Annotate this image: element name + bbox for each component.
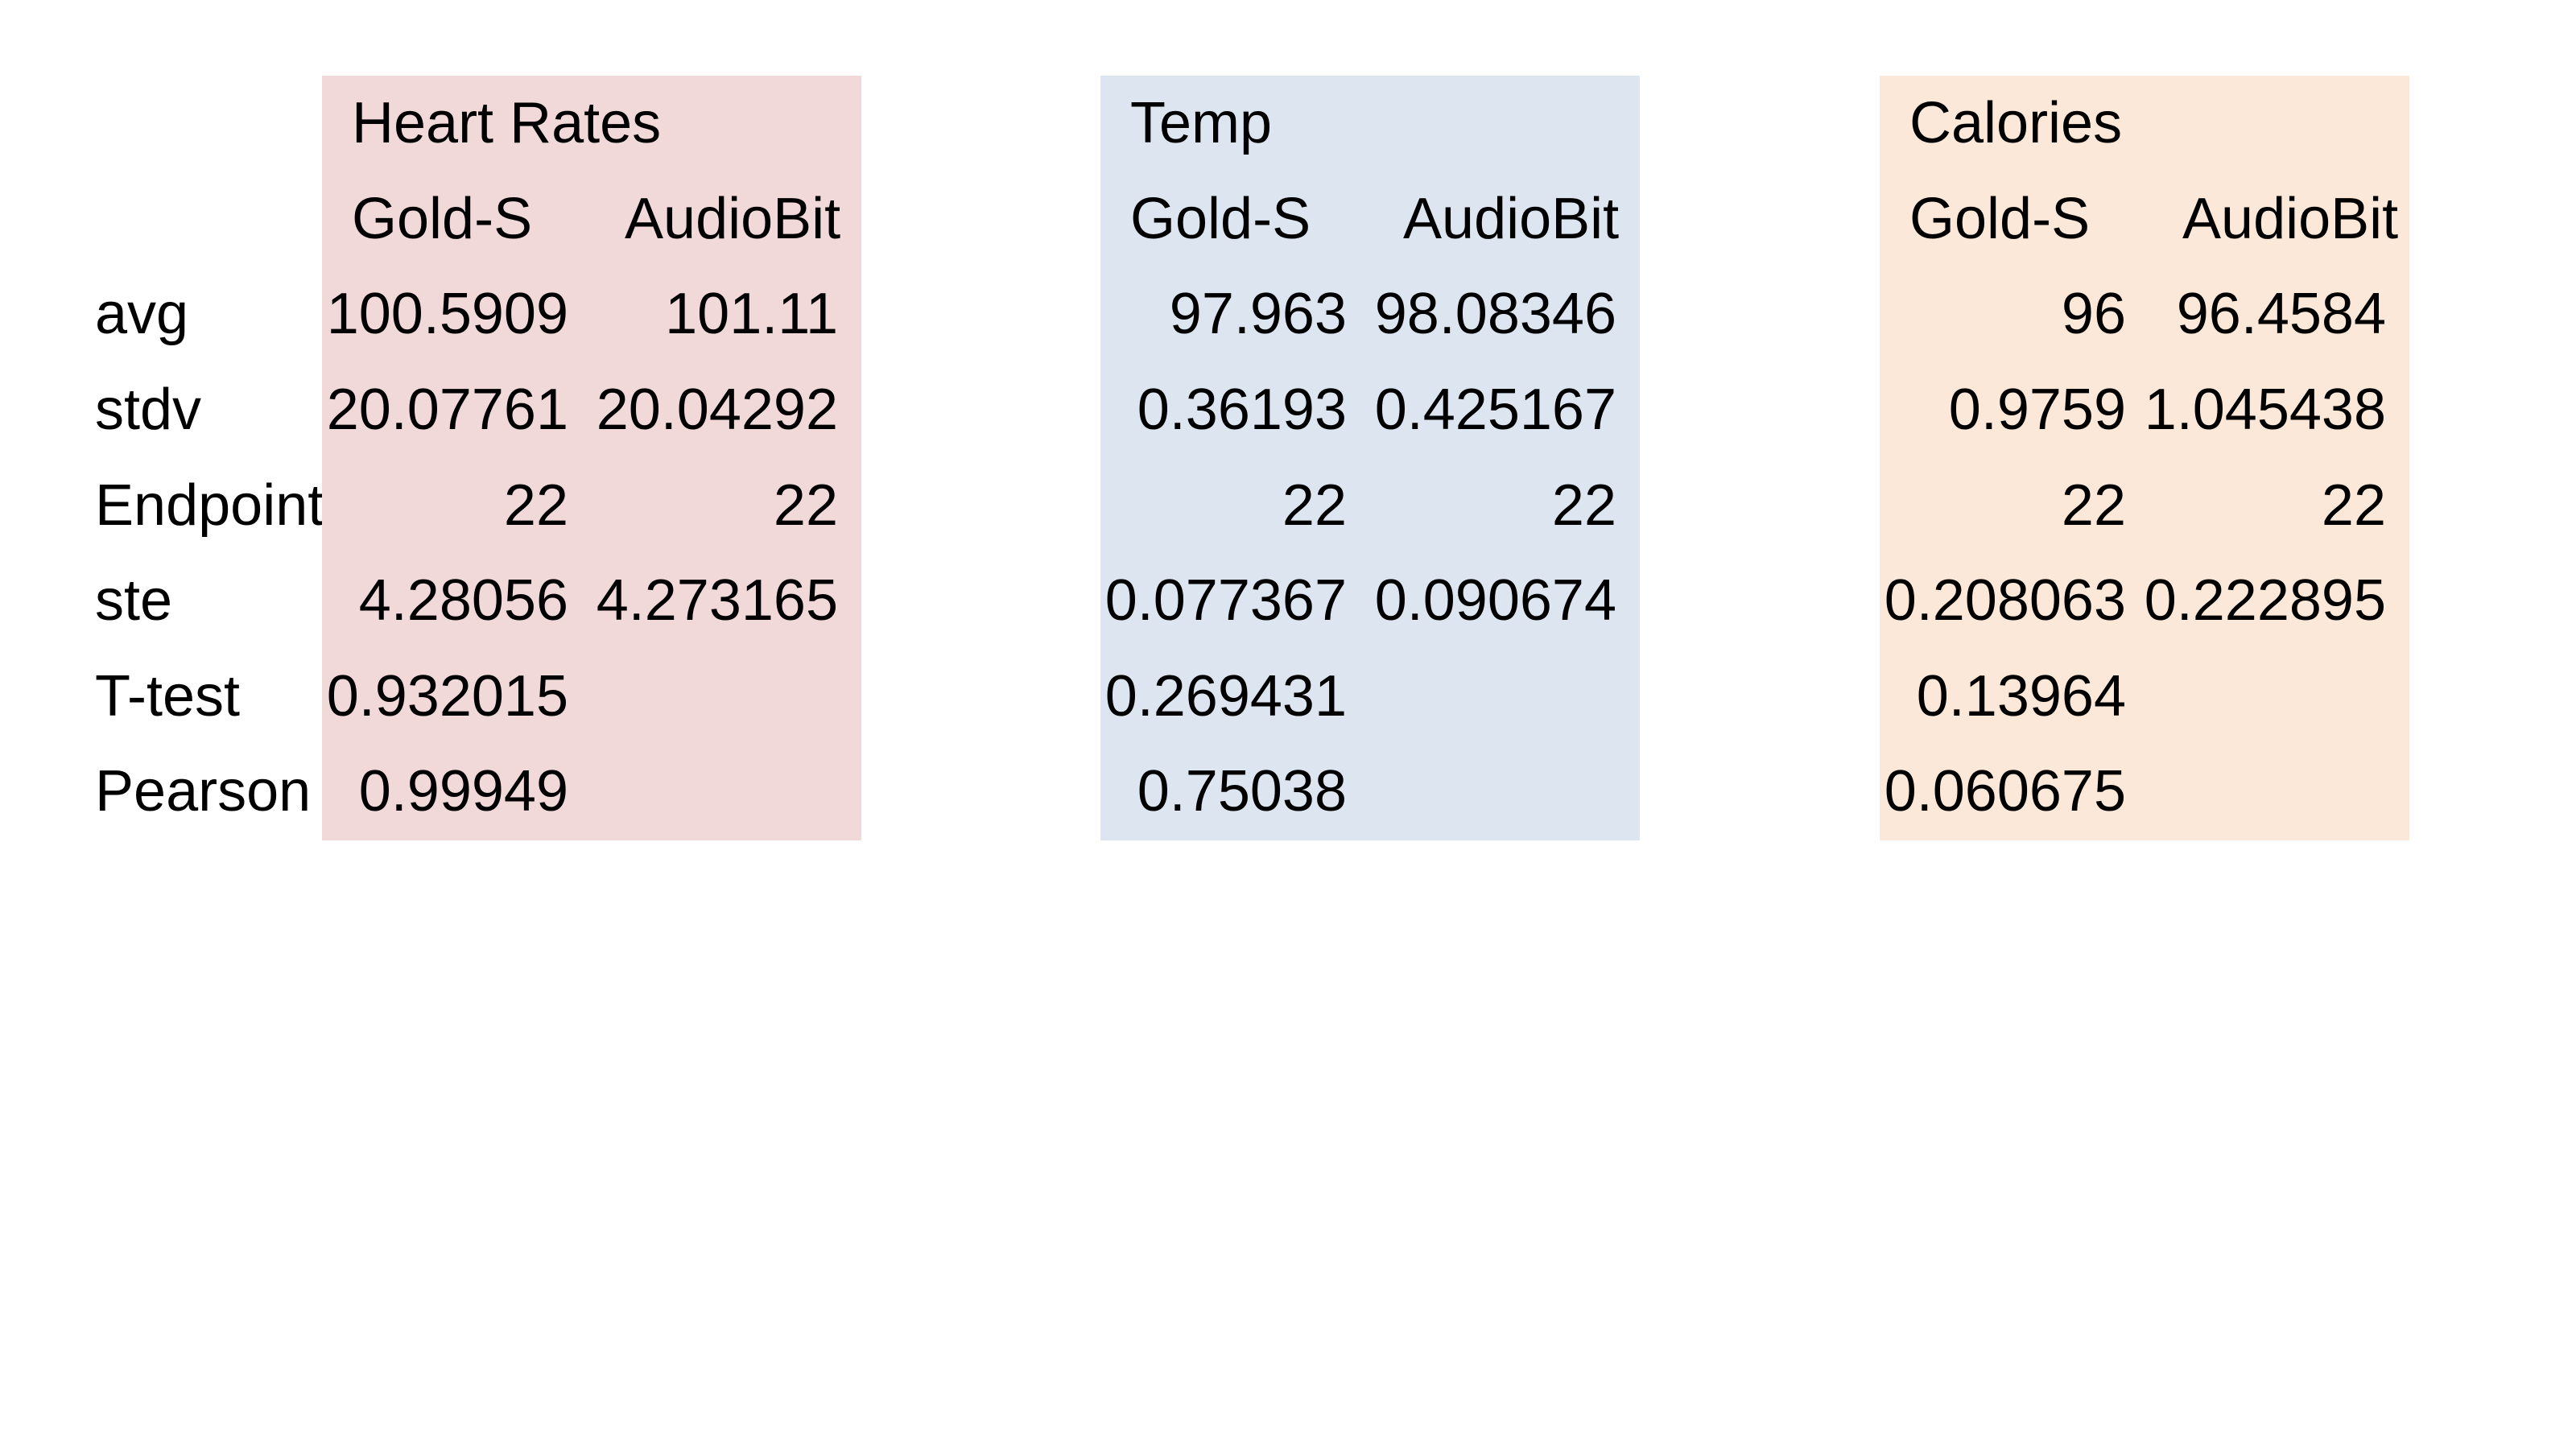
table-cell[interactable]: 22: [773, 473, 838, 538]
table-cell[interactable]: 22: [1551, 473, 1616, 538]
row-label-endpoint[interactable]: Endpoint: [95, 473, 324, 538]
stat-table-temp: Temp Gold-S AudioBit 97.963 98.08346 0.3…: [1100, 76, 1640, 840]
col-header-audiobit[interactable]: AudioBit: [2182, 186, 2399, 251]
table-cell[interactable]: 22: [2061, 473, 2126, 538]
spacer: [95, 76, 324, 171]
row-label-pearson[interactable]: Pearson: [95, 759, 312, 824]
table-title[interactable]: Temp: [1130, 91, 1273, 156]
table-cell[interactable]: [2149, 744, 2409, 840]
table-cell[interactable]: 101.11: [665, 282, 838, 347]
table-cell[interactable]: 22: [1282, 473, 1347, 538]
col-header-gold-s[interactable]: Gold-S: [352, 186, 533, 251]
table-cell[interactable]: 4.28056: [358, 568, 568, 634]
col-header-gold-s[interactable]: Gold-S: [1130, 186, 1311, 251]
table-cell[interactable]: 96: [2061, 282, 2126, 347]
table-cell[interactable]: 0.077367: [1104, 568, 1347, 634]
table-cell[interactable]: 0.9759: [1948, 378, 2126, 443]
table-cell[interactable]: 22: [2321, 473, 2386, 538]
table-cell[interactable]: 0.208063: [1884, 568, 2126, 634]
spacer: [95, 171, 324, 267]
table-cell[interactable]: 0.13964: [1916, 663, 2126, 729]
table-cell[interactable]: 0.060675: [1884, 759, 2126, 824]
table-cell[interactable]: 0.36193: [1137, 378, 1347, 443]
table-cell[interactable]: [1370, 649, 1640, 745]
col-header-audiobit[interactable]: AudioBit: [1403, 186, 1620, 251]
table-cell[interactable]: 0.425167: [1374, 378, 1616, 443]
table-title[interactable]: Heart Rates: [352, 91, 662, 156]
table-cell[interactable]: 20.07761: [326, 378, 568, 443]
table-cell[interactable]: 97.963: [1169, 282, 1347, 347]
table-cell[interactable]: 0.269431: [1104, 663, 1347, 729]
table-cell[interactable]: 100.5909: [326, 282, 568, 347]
col-header-gold-s[interactable]: Gold-S: [1909, 186, 2091, 251]
table-title[interactable]: Calories: [1909, 91, 2123, 156]
table-cell[interactable]: [2149, 649, 2409, 745]
table-cell[interactable]: [592, 744, 861, 840]
row-label-avg[interactable]: avg: [95, 282, 189, 347]
table-cell[interactable]: 22: [503, 473, 568, 538]
table-cell[interactable]: 0.090674: [1374, 568, 1616, 634]
stat-table-calories: Calories Gold-S AudioBit 96 96.4584 0.97…: [1880, 76, 2409, 840]
table-cell[interactable]: 0.932015: [326, 663, 568, 729]
col-header-audiobit[interactable]: AudioBit: [625, 186, 841, 251]
table-cell[interactable]: 20.04292: [596, 378, 838, 443]
table-cell[interactable]: 0.99949: [358, 759, 568, 824]
table-cell[interactable]: 0.75038: [1137, 759, 1347, 824]
table-cell[interactable]: 4.273165: [596, 568, 838, 634]
stat-table-heart-rates: Heart Rates Gold-S AudioBit 100.5909 101…: [322, 76, 861, 840]
row-label-t-test[interactable]: T-test: [95, 663, 241, 729]
row-label-column: avg stdv Endpoint ste T-test Pearson: [95, 76, 324, 840]
table-cell[interactable]: 98.08346: [1374, 282, 1616, 347]
row-label-ste[interactable]: ste: [95, 568, 173, 634]
table-cell[interactable]: 96.4584: [2176, 282, 2386, 347]
row-label-stdv[interactable]: stdv: [95, 378, 202, 443]
table-cell[interactable]: 0.222895: [2144, 568, 2386, 634]
table-cell[interactable]: [592, 649, 861, 745]
table-cell[interactable]: 1.045438: [2144, 378, 2386, 443]
table-cell[interactable]: [1370, 744, 1640, 840]
